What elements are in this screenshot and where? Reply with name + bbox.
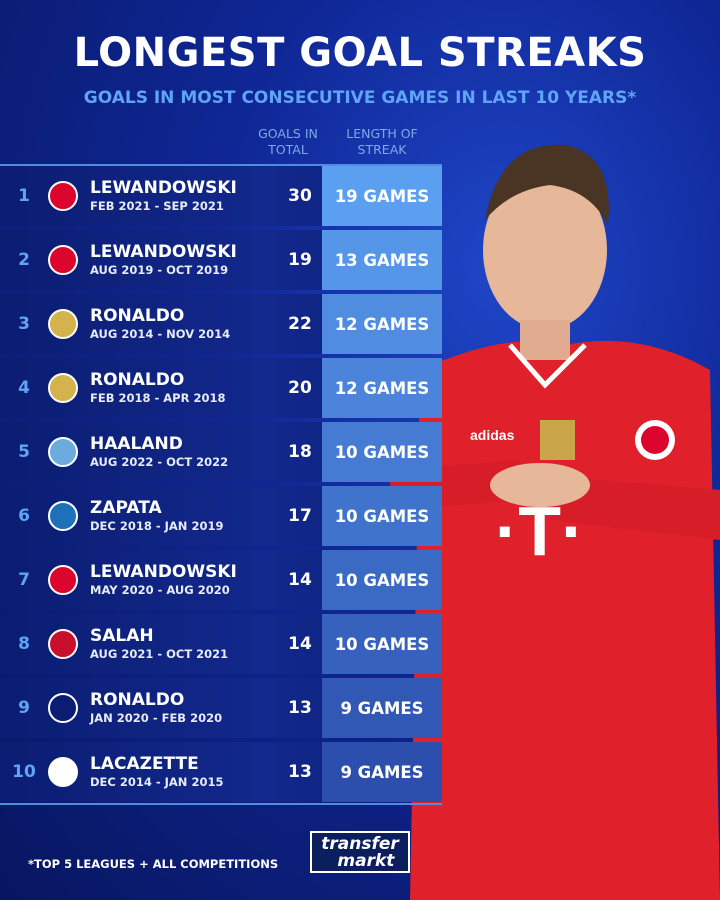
streak-period: AUG 2022 - OCT 2022 [90, 455, 229, 469]
table-row: 4 RONALDO FEB 2018 - APR 2018 20 12 GAME… [0, 358, 442, 418]
streak-period: AUG 2014 - NOV 2014 [90, 327, 231, 341]
streak-length: 12 GAMES [322, 294, 442, 354]
streak-period: AUG 2021 - OCT 2021 [90, 647, 229, 661]
table-row: 9 RONALDO JAN 2020 - FEB 2020 13 9 GAMES [0, 678, 442, 738]
goals-total: 19 [288, 250, 312, 270]
streak-length: 12 GAMES [322, 358, 442, 418]
goals-total: 14 [288, 570, 312, 590]
goals-total: 13 [288, 762, 312, 782]
rank: 3 [18, 314, 30, 334]
table-row: 5 HAALAND AUG 2022 - OCT 2022 18 10 GAME… [0, 422, 442, 482]
club-crest-icon [48, 437, 78, 467]
rank: 5 [18, 442, 30, 462]
streak-length: 10 GAMES [322, 422, 442, 482]
goals-total: 30 [288, 186, 312, 206]
streak-length: 10 GAMES [322, 550, 442, 610]
club-crest-icon [48, 629, 78, 659]
player-name: HAALAND [90, 434, 183, 454]
rank: 10 [12, 762, 36, 782]
player-name: LEWANDOWSKI [90, 242, 237, 262]
club-crest-icon [48, 181, 78, 211]
goals-total: 17 [288, 506, 312, 526]
goals-total: 18 [288, 442, 312, 462]
table-row: 2 LEWANDOWSKI AUG 2019 - OCT 2019 19 13 … [0, 230, 442, 290]
goals-total: 14 [288, 634, 312, 654]
streak-period: DEC 2014 - JAN 2015 [90, 775, 224, 789]
table-row: 7 LEWANDOWSKI MAY 2020 - AUG 2020 14 10 … [0, 550, 442, 610]
rank: 7 [18, 570, 30, 590]
player-name: RONALDO [90, 690, 185, 710]
club-crest-icon [48, 373, 78, 403]
club-crest-icon [48, 693, 78, 723]
goals-total: 22 [288, 314, 312, 334]
header-streak: LENGTH OF STREAK [346, 126, 418, 157]
club-crest-icon [48, 245, 78, 275]
table-row: 3 RONALDO AUG 2014 - NOV 2014 22 12 GAME… [0, 294, 442, 354]
table-row: 1 LEWANDOWSKI FEB 2021 - SEP 2021 30 19 … [0, 166, 442, 226]
footnote: *TOP 5 LEAGUES + ALL COMPETITIONS [28, 857, 279, 871]
streak-period: FEB 2021 - SEP 2021 [90, 199, 224, 213]
goals-total: 13 [288, 698, 312, 718]
club-crest-icon [48, 501, 78, 531]
goals-total: 20 [288, 378, 312, 398]
player-name: LEWANDOWSKI [90, 178, 237, 198]
player-name: SALAH [90, 626, 154, 646]
table-row: 8 SALAH AUG 2021 - OCT 2021 14 10 GAMES [0, 614, 442, 674]
player-name: RONALDO [90, 370, 185, 390]
page-title: LONGEST GOAL STREAKS [73, 30, 647, 76]
header-goals: GOALS IN TOTAL [258, 126, 318, 157]
streak-length: 10 GAMES [322, 614, 442, 674]
rank: 1 [18, 186, 30, 206]
club-crest-icon [48, 757, 78, 787]
svg-text:adidas: adidas [470, 427, 515, 443]
transfermarkt-logo: transfer markt [310, 831, 410, 873]
player-name: RONALDO [90, 306, 185, 326]
rank: 9 [18, 698, 30, 718]
streak-length: 13 GAMES [322, 230, 442, 290]
streak-period: MAY 2020 - AUG 2020 [90, 583, 230, 597]
rank: 8 [18, 634, 30, 654]
divider [0, 803, 442, 805]
rank: 6 [18, 506, 30, 526]
club-crest-icon [48, 565, 78, 595]
streak-length: 19 GAMES [322, 166, 442, 226]
streak-period: FEB 2018 - APR 2018 [90, 391, 226, 405]
streak-period: JAN 2020 - FEB 2020 [90, 711, 223, 725]
streak-period: AUG 2019 - OCT 2019 [90, 263, 229, 277]
club-crest-icon [48, 309, 78, 339]
streak-period: DEC 2018 - JAN 2019 [90, 519, 224, 533]
streak-length: 9 GAMES [322, 742, 442, 802]
player-name: ZAPATA [90, 498, 162, 518]
streak-table: 1 LEWANDOWSKI FEB 2021 - SEP 2021 30 19 … [0, 164, 442, 806]
player-name: LACAZETTE [90, 754, 199, 774]
streak-length: 10 GAMES [322, 486, 442, 546]
rank: 2 [18, 250, 30, 270]
table-row: 10 LACAZETTE DEC 2014 - JAN 2015 13 9 GA… [0, 742, 442, 802]
streak-length: 9 GAMES [322, 678, 442, 738]
rank: 4 [18, 378, 30, 398]
table-row: 6 ZAPATA DEC 2018 - JAN 2019 17 10 GAMES [0, 486, 442, 546]
page-subtitle: GOALS IN MOST CONSECUTIVE GAMES IN LAST … [83, 88, 637, 108]
player-name: LEWANDOWSKI [90, 562, 237, 582]
